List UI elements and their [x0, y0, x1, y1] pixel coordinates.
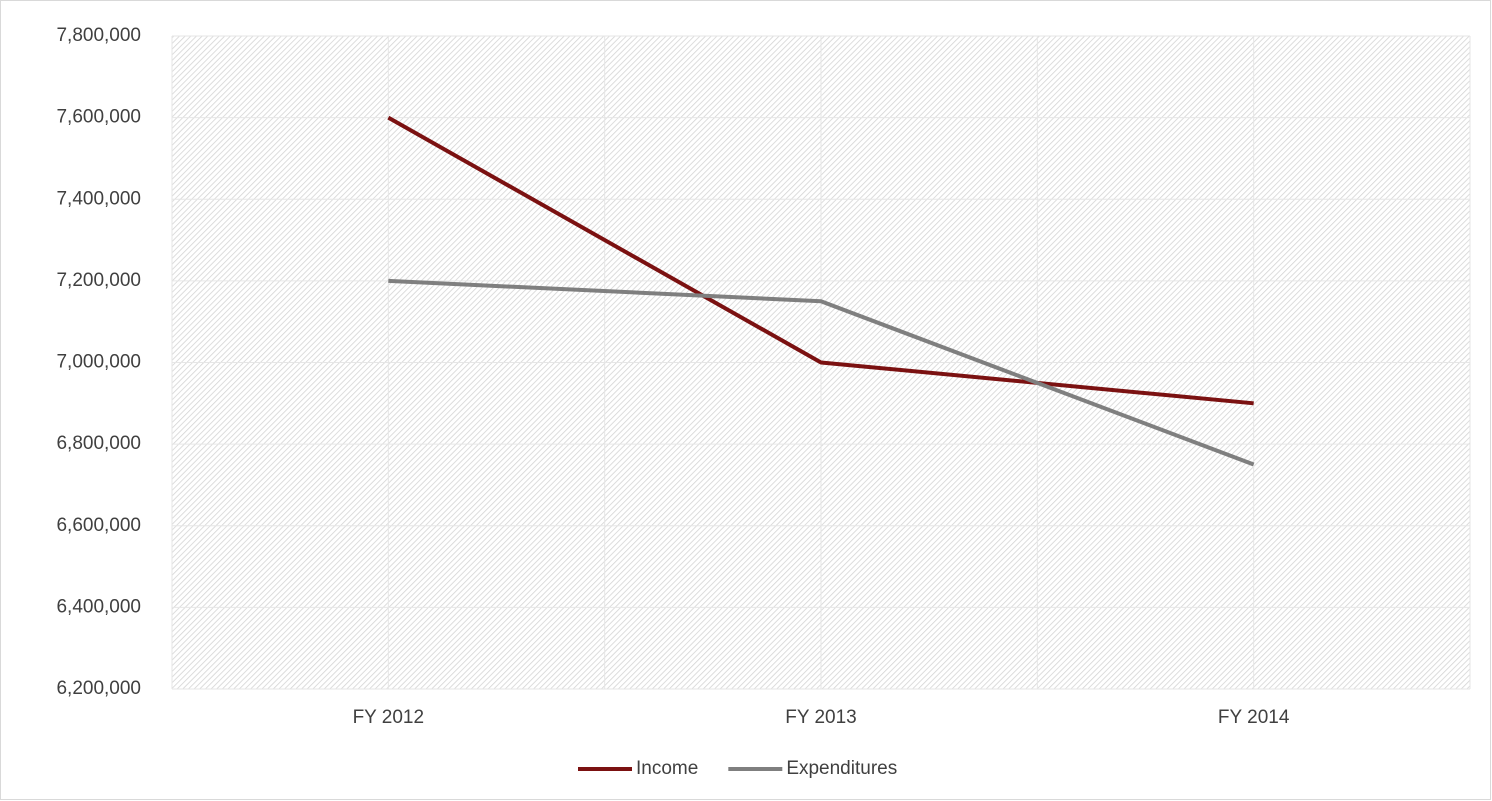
- y-tick-label: 6,200,000: [56, 678, 141, 699]
- series-line: [387, 115, 1254, 406]
- y-tick-label: 6,800,000: [56, 433, 141, 454]
- y-tick-label: 6,600,000: [56, 515, 141, 536]
- y-tick-label: 7,800,000: [56, 25, 141, 46]
- series-line: [388, 278, 1255, 467]
- legend-label: Expenditures: [786, 758, 897, 779]
- x-tick-label: FY 2012: [353, 707, 424, 728]
- legend-label: Income: [636, 758, 698, 779]
- y-tick-label: 6,400,000: [56, 596, 141, 617]
- y-tick-label: 7,600,000: [56, 107, 141, 128]
- x-tick-label: FY 2013: [785, 707, 856, 728]
- x-tick-label: FY 2014: [1218, 707, 1290, 728]
- y-tick-label: 7,000,000: [56, 352, 141, 373]
- y-tick-label: 7,200,000: [56, 270, 141, 291]
- y-tick-label: 7,400,000: [56, 188, 141, 209]
